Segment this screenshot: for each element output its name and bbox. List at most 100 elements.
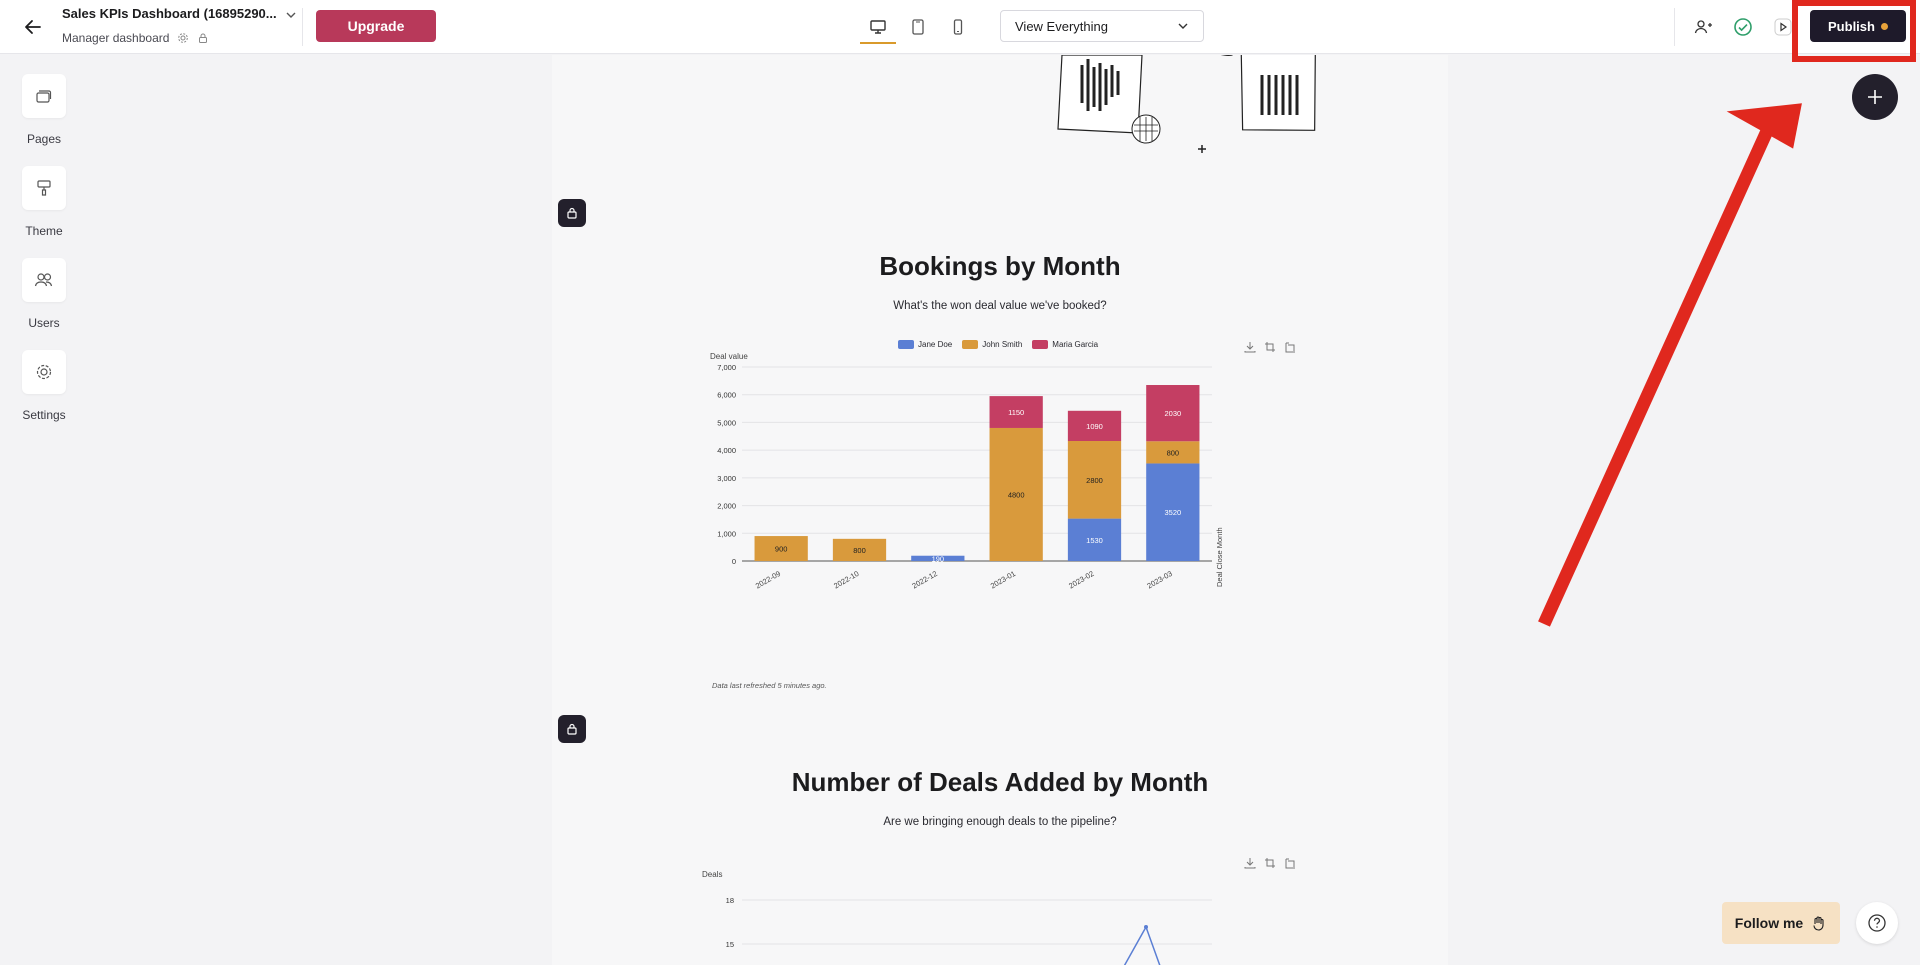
data-label: 3520	[1164, 508, 1181, 517]
download-icon[interactable]	[1244, 341, 1256, 353]
lock-icon	[567, 723, 577, 735]
data-label: 2800	[1086, 476, 1103, 485]
publish-button[interactable]: Publish	[1810, 10, 1906, 42]
y-axis-title: Deal value	[710, 352, 748, 361]
pages-icon	[22, 74, 66, 118]
section-title: Number of Deals Added by Month	[791, 767, 1209, 797]
y-tick-label: 4,000	[717, 446, 736, 455]
bar-segment	[754, 536, 808, 561]
sidebar-item-label: Pages	[26, 132, 62, 146]
data-label: 190	[932, 554, 945, 563]
plus-icon	[1868, 90, 1882, 104]
section-lock-badge[interactable]	[558, 199, 586, 227]
data-label: 800	[1167, 448, 1180, 457]
sidebar-item-users[interactable]: Users	[0, 258, 88, 330]
data-label: 4800	[1008, 490, 1025, 499]
x-tick-label: 2023-03	[1145, 569, 1173, 591]
y-tick-label: 0	[732, 557, 736, 566]
y-tick-label: 6,000	[717, 391, 736, 400]
y-tick-label: 18	[726, 896, 734, 905]
crop-icon[interactable]	[1264, 341, 1276, 353]
follow-me-label: Follow me	[1734, 915, 1804, 931]
legend-swatch	[962, 340, 979, 349]
x-axis-title: Deal Close Month	[1215, 527, 1224, 587]
series-line	[1123, 925, 1161, 965]
paint-roller-icon	[22, 166, 66, 210]
legend-label: John Smith	[982, 340, 1023, 349]
legend-label: Maria Garcia	[1052, 340, 1099, 349]
bar-segment	[1067, 410, 1122, 441]
view-select[interactable]: View Everything	[1000, 10, 1204, 42]
active-device-indicator	[860, 42, 896, 44]
chart-toolbar	[1244, 857, 1296, 869]
header-illustration	[1057, 55, 1316, 153]
x-tick-label: 2022-12	[910, 569, 938, 591]
follow-me-button[interactable]: Follow me	[1722, 902, 1840, 944]
lock-icon	[199, 33, 208, 43]
help-button[interactable]	[1856, 902, 1898, 944]
bar-segment	[989, 427, 1043, 561]
chevron-down-icon[interactable]	[284, 8, 298, 22]
question-mark-icon	[1868, 914, 1886, 932]
bar-segment	[1067, 440, 1122, 519]
top-bar: Sales KPIs Dashboard (16895290... Manage…	[0, 0, 1920, 54]
bar-segment	[832, 538, 887, 561]
chart-toolbar	[1244, 341, 1296, 353]
lock-icon	[567, 207, 577, 219]
back-arrow-icon[interactable]	[20, 14, 46, 40]
deals-chart: Deals 18 15	[702, 870, 1212, 965]
legend-item[interactable]: Maria Garcia	[1032, 340, 1098, 349]
bar-segment	[1146, 385, 1200, 442]
add-user-icon[interactable]	[1690, 14, 1716, 40]
check-circle-icon[interactable]	[1730, 14, 1756, 40]
data-label: 1530	[1086, 536, 1103, 545]
desktop-view-icon[interactable]	[864, 14, 892, 40]
data-label: 1150	[1008, 408, 1024, 417]
y-tick-label: 2,000	[717, 502, 736, 511]
y-tick-label: 1,000	[717, 529, 736, 538]
unpublished-changes-dot	[1880, 22, 1888, 30]
x-tick-label: 2022-10	[832, 569, 860, 591]
legend-label: Jane Doe	[918, 340, 953, 349]
y-axis-title: Deals	[702, 870, 722, 879]
chart-legend: Jane Doe John Smith Maria Garcia	[898, 340, 1098, 349]
publish-label: Publish	[1828, 18, 1875, 34]
sidebar-item-label: Settings	[22, 408, 66, 422]
mobile-view-icon[interactable]	[944, 14, 972, 40]
bar-segment	[989, 396, 1043, 428]
sidebar-item-theme[interactable]: Theme	[0, 166, 88, 238]
bar-segment	[1146, 463, 1200, 561]
sidebar-item-pages[interactable]: Pages	[0, 74, 88, 146]
data-label: 900	[775, 545, 788, 554]
data-point	[1144, 925, 1148, 929]
sidebar-item-label: Users	[28, 316, 60, 330]
data-label: 800	[853, 546, 866, 555]
reset-zoom-icon[interactable]	[1284, 857, 1296, 869]
y-tick-label: 5,000	[717, 418, 736, 427]
bookings-chart: Deal value 0 1,000 2,000 3,000 4,000 5,000 6,00…	[710, 352, 1224, 591]
legend-item[interactable]: John Smith	[962, 340, 1022, 349]
add-block-button[interactable]	[1852, 74, 1898, 120]
chevron-down-icon	[1178, 23, 1188, 29]
divider	[302, 8, 303, 46]
tablet-view-icon[interactable]	[904, 14, 932, 40]
reset-zoom-icon[interactable]	[1284, 341, 1296, 353]
x-tick-label: 2023-02	[1067, 569, 1095, 591]
y-tick-label: 15	[726, 940, 734, 949]
waving-hand-icon	[1813, 916, 1824, 931]
section-lock-badge[interactable]	[558, 715, 586, 743]
download-icon[interactable]	[1244, 857, 1256, 869]
divider	[1674, 8, 1675, 46]
sidebar-item-settings[interactable]: Settings	[0, 350, 88, 422]
gear-icon[interactable]	[177, 32, 189, 44]
y-tick-label: 3,000	[717, 474, 736, 483]
app-subtitle-row: Manager dashboard	[62, 31, 209, 45]
legend-item[interactable]: Jane Doe	[898, 340, 952, 349]
play-preview-icon[interactable]	[1770, 14, 1796, 40]
crop-icon[interactable]	[1264, 857, 1276, 869]
x-tick-label: 2022-09	[754, 569, 782, 591]
app-title[interactable]: Sales KPIs Dashboard (16895290...	[62, 6, 277, 21]
bar-segment	[911, 555, 965, 561]
dashboard-canvas: Bookings by Month What's the won deal va…	[552, 55, 1448, 965]
upgrade-button[interactable]: Upgrade	[316, 10, 436, 42]
